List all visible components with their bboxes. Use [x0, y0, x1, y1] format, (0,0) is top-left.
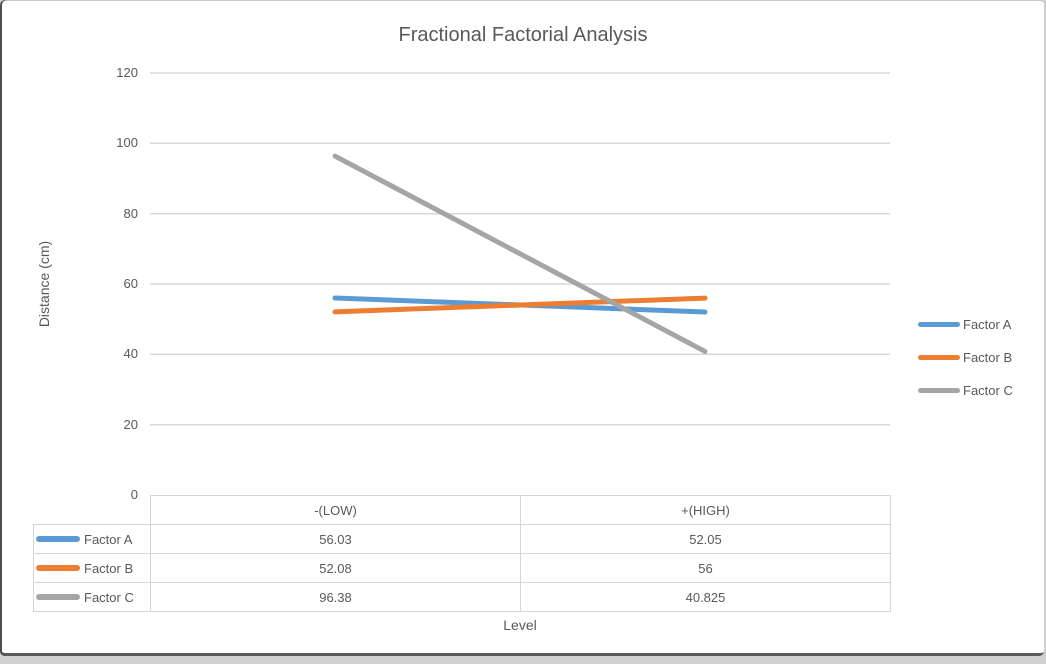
- legend-item-factor-b[interactable]: Factor B: [918, 341, 1013, 374]
- table-header-cell: +(HIGH): [520, 495, 891, 525]
- y-tick-label-20: 20: [123, 416, 138, 432]
- table-value-cell: 40.825: [520, 582, 891, 612]
- y-tick-label-120: 120: [116, 65, 138, 80]
- y-tick-label-60: 60: [123, 276, 138, 291]
- table-row: Factor C 96.38 40.825: [33, 582, 891, 612]
- table-header-cell: -(LOW): [150, 495, 521, 525]
- chart-data-table: -(LOW) +(HIGH) Factor A 56.03 52.05 Factor B…: [33, 495, 891, 612]
- legend-label: Factor C: [963, 383, 1013, 398]
- y-tick-label-40: 40: [123, 346, 138, 362]
- y-tick-label-100: 100: [116, 135, 138, 151]
- legend-item-factor-a[interactable]: Factor A: [918, 308, 1013, 341]
- series-line-factor-b[interactable]: [332, 295, 708, 315]
- table-value-cell: 56: [520, 553, 891, 583]
- legend-key-icon: [36, 594, 80, 600]
- table-value-cell: 52.05: [520, 524, 891, 554]
- legend-item-factor-c[interactable]: Factor C: [918, 374, 1013, 407]
- legend-key-icon: [918, 355, 960, 360]
- table-value-cell: 96.38: [150, 582, 521, 612]
- table-row-label-cell: Factor C: [33, 582, 151, 612]
- legend[interactable]: Factor A Factor B Factor C: [918, 308, 1013, 407]
- table-value-cell: 52.08: [150, 553, 521, 583]
- series-line-factor-c[interactable]: [332, 153, 708, 354]
- table-row-label-cell: Factor A: [33, 524, 151, 554]
- table-header-row: -(LOW) +(HIGH): [34, 495, 891, 525]
- legend-key-icon: [918, 388, 960, 393]
- table-row-label: Factor B: [84, 560, 134, 576]
- table-row-label: Factor C: [84, 589, 134, 605]
- legend-key-icon: [36, 536, 80, 542]
- y-tick-label-0: 0: [130, 487, 138, 502]
- table-row-label-cell: Factor B: [33, 553, 151, 583]
- table-value-cell: 56.03: [150, 524, 521, 554]
- table-row: Factor A 56.03 52.05: [33, 524, 891, 554]
- table-row: Factor B 52.08 56: [33, 553, 891, 583]
- chart-title[interactable]: Fractional Factorial Analysis: [398, 24, 648, 46]
- legend-label: Factor A: [963, 317, 1012, 332]
- x-axis-title[interactable]: Level: [503, 617, 537, 633]
- legend-label: Factor B: [963, 350, 1013, 365]
- table-row-label: Factor A: [84, 531, 133, 547]
- table-corner-cell: [34, 496, 151, 525]
- y-tick-label-80: 80: [123, 205, 138, 221]
- legend-key-icon: [36, 565, 80, 571]
- legend-key-icon: [918, 322, 960, 327]
